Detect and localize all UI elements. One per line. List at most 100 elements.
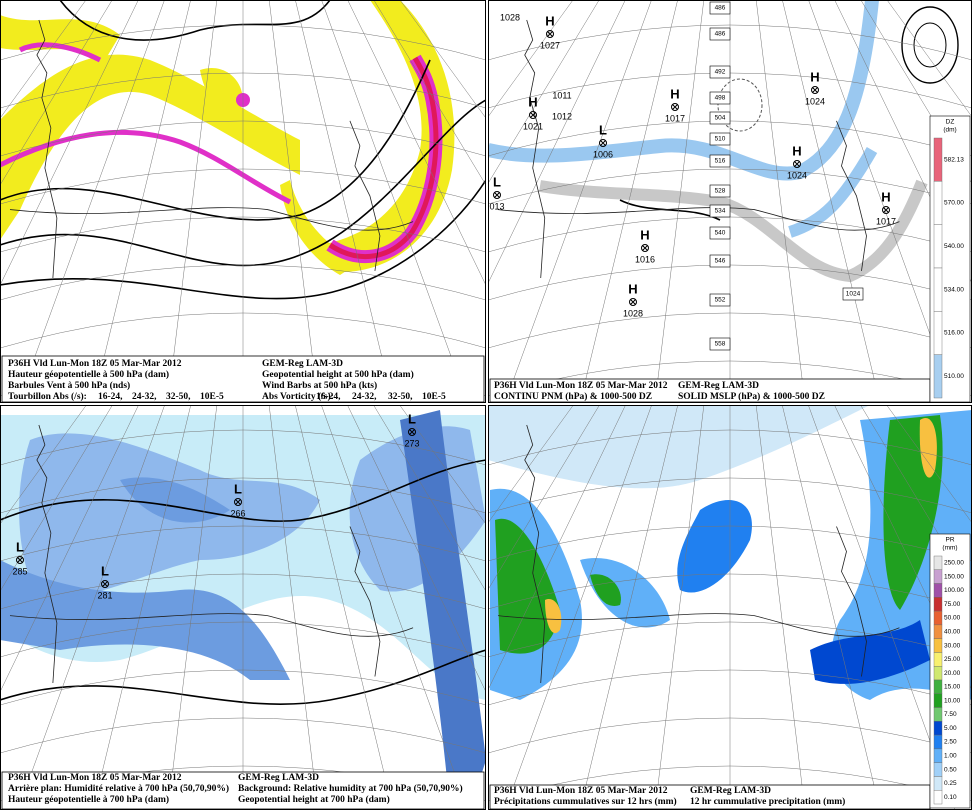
coast-line: [524, 19, 867, 279]
pressure-center: H: [881, 189, 890, 204]
pressure-center: H: [640, 227, 649, 242]
legend-item: 24-32,: [352, 392, 377, 402]
scale-label: 582.13: [944, 156, 964, 163]
longitude-line: [347, 405, 486, 693]
longitude-line: [488, 0, 626, 284]
humidity-90: [0, 560, 290, 680]
contour-label-box: [709, 293, 731, 307]
thickness-contour: [717, 78, 763, 132]
border-line: [9, 207, 414, 231]
longitude-line: [167, 0, 218, 403]
caption-box: [489, 784, 931, 810]
caption: P36H Vld Lun-Mon 18Z 05 Mar-Mar 2012Arri…: [1, 771, 485, 810]
center-marker: [600, 140, 606, 146]
pressure-value: 1027: [540, 40, 560, 50]
caption-line: Geopotential height at 700 hPa (dam): [238, 794, 390, 805]
contour-label-box: [709, 254, 731, 268]
scale-swatch: [933, 597, 943, 612]
base-map: [488, 405, 972, 810]
caption-line: P36H Vld Lun-Mon 18Z 05 Mar-Mar 2012: [494, 786, 668, 796]
scale-swatch: [933, 790, 943, 805]
scale-swatch: [933, 354, 943, 399]
longitude-line: [808, 0, 956, 403]
longitude-line: [321, 0, 469, 403]
center-marker: [882, 206, 890, 214]
center-marker: [641, 244, 649, 252]
longitude-line: [373, 0, 486, 186]
longitude-line: [834, 405, 972, 691]
contour-label-box: [709, 154, 731, 168]
longitude-line: [268, 405, 319, 810]
longitude-line: [488, 405, 626, 691]
contour-label-box: [709, 226, 731, 240]
base-map: [0, 0, 486, 403]
pressure-value: 285: [12, 566, 27, 576]
scale-swatch: [933, 181, 943, 225]
center-marker: [630, 299, 636, 305]
scale-label: 5.00: [944, 725, 957, 732]
vorticity-area: [280, 180, 360, 275]
scale-swatch: [933, 569, 943, 584]
caption: P36H Vld Lun-Mon 18Z 05 Mar-Mar 2012CONT…: [489, 378, 931, 403]
scale-label: 25.00: [944, 656, 961, 663]
pressure-center: L: [599, 122, 607, 137]
longitude-line: [0, 0, 139, 286]
legend-item: 16-24,: [98, 392, 123, 402]
pressure-contour: [901, 6, 959, 84]
legend-item: 32-50,: [388, 392, 413, 402]
caption-line: 12 hr cummulative precipitation (mm): [690, 796, 845, 807]
contour-label: 510: [715, 136, 726, 143]
thickness-band: [788, 147, 878, 238]
contour-label: 540: [715, 230, 726, 237]
contour-label: 1024: [846, 291, 861, 298]
longitude-line: [347, 0, 486, 286]
pressure-center: H: [545, 13, 554, 28]
pressure-center: H: [792, 143, 801, 158]
scale-label: 516.00: [944, 330, 964, 337]
center-marker: [629, 298, 637, 306]
pressure-value: 1017: [665, 113, 685, 123]
pressure-value: 1024: [787, 170, 807, 180]
center-marker: [642, 245, 648, 251]
pressure-center: L: [16, 539, 24, 554]
longitude-line: [834, 0, 972, 284]
longitude-line: [268, 0, 319, 403]
caption-line: Barbules Vent à 500 hPa (nds): [8, 380, 130, 391]
caption-box: [1, 771, 485, 810]
pressure-value: 1006: [593, 149, 613, 159]
scale-label: 10.00: [944, 697, 961, 704]
caption-line: Précipitations cummulatives sur 12 hrs (…: [494, 796, 677, 807]
longitude-line: [0, 405, 113, 592]
longitude-line: [167, 405, 218, 810]
longitude-line: [488, 0, 600, 184]
border-line: [497, 613, 900, 637]
coast-line: [36, 424, 381, 684]
contour-label: 486: [715, 31, 726, 38]
scale-swatch: [933, 721, 943, 736]
border-line: [497, 207, 900, 231]
scale-label: 75.00: [944, 601, 961, 608]
height-contour: [0, 99, 486, 267]
scale-label: 15.00: [944, 684, 961, 691]
contour-label: 534: [715, 208, 726, 215]
center-marker: [529, 111, 537, 119]
pressure-value: 273: [404, 438, 419, 448]
pressure-center: L: [234, 481, 242, 496]
pressure-value: 266: [230, 508, 245, 518]
scale-swatch: [933, 776, 943, 791]
contour-label-box: [709, 65, 731, 79]
scale-swatch: [933, 666, 943, 681]
scale-swatch: [933, 734, 943, 750]
contour-label: 552: [715, 297, 726, 304]
contour-label-box: [709, 184, 731, 198]
scale-title: (dm): [943, 127, 956, 134]
longitude-line: [860, 405, 972, 591]
longitude-line: [295, 0, 394, 403]
longitude-line: [808, 405, 956, 810]
precip-area: [677, 500, 752, 593]
center-marker: [672, 104, 678, 110]
contour-label: 492: [715, 69, 726, 76]
caption-line: P36H Vld Lun-Mon 18Z 05 Mar-Mar 2012: [494, 381, 668, 391]
